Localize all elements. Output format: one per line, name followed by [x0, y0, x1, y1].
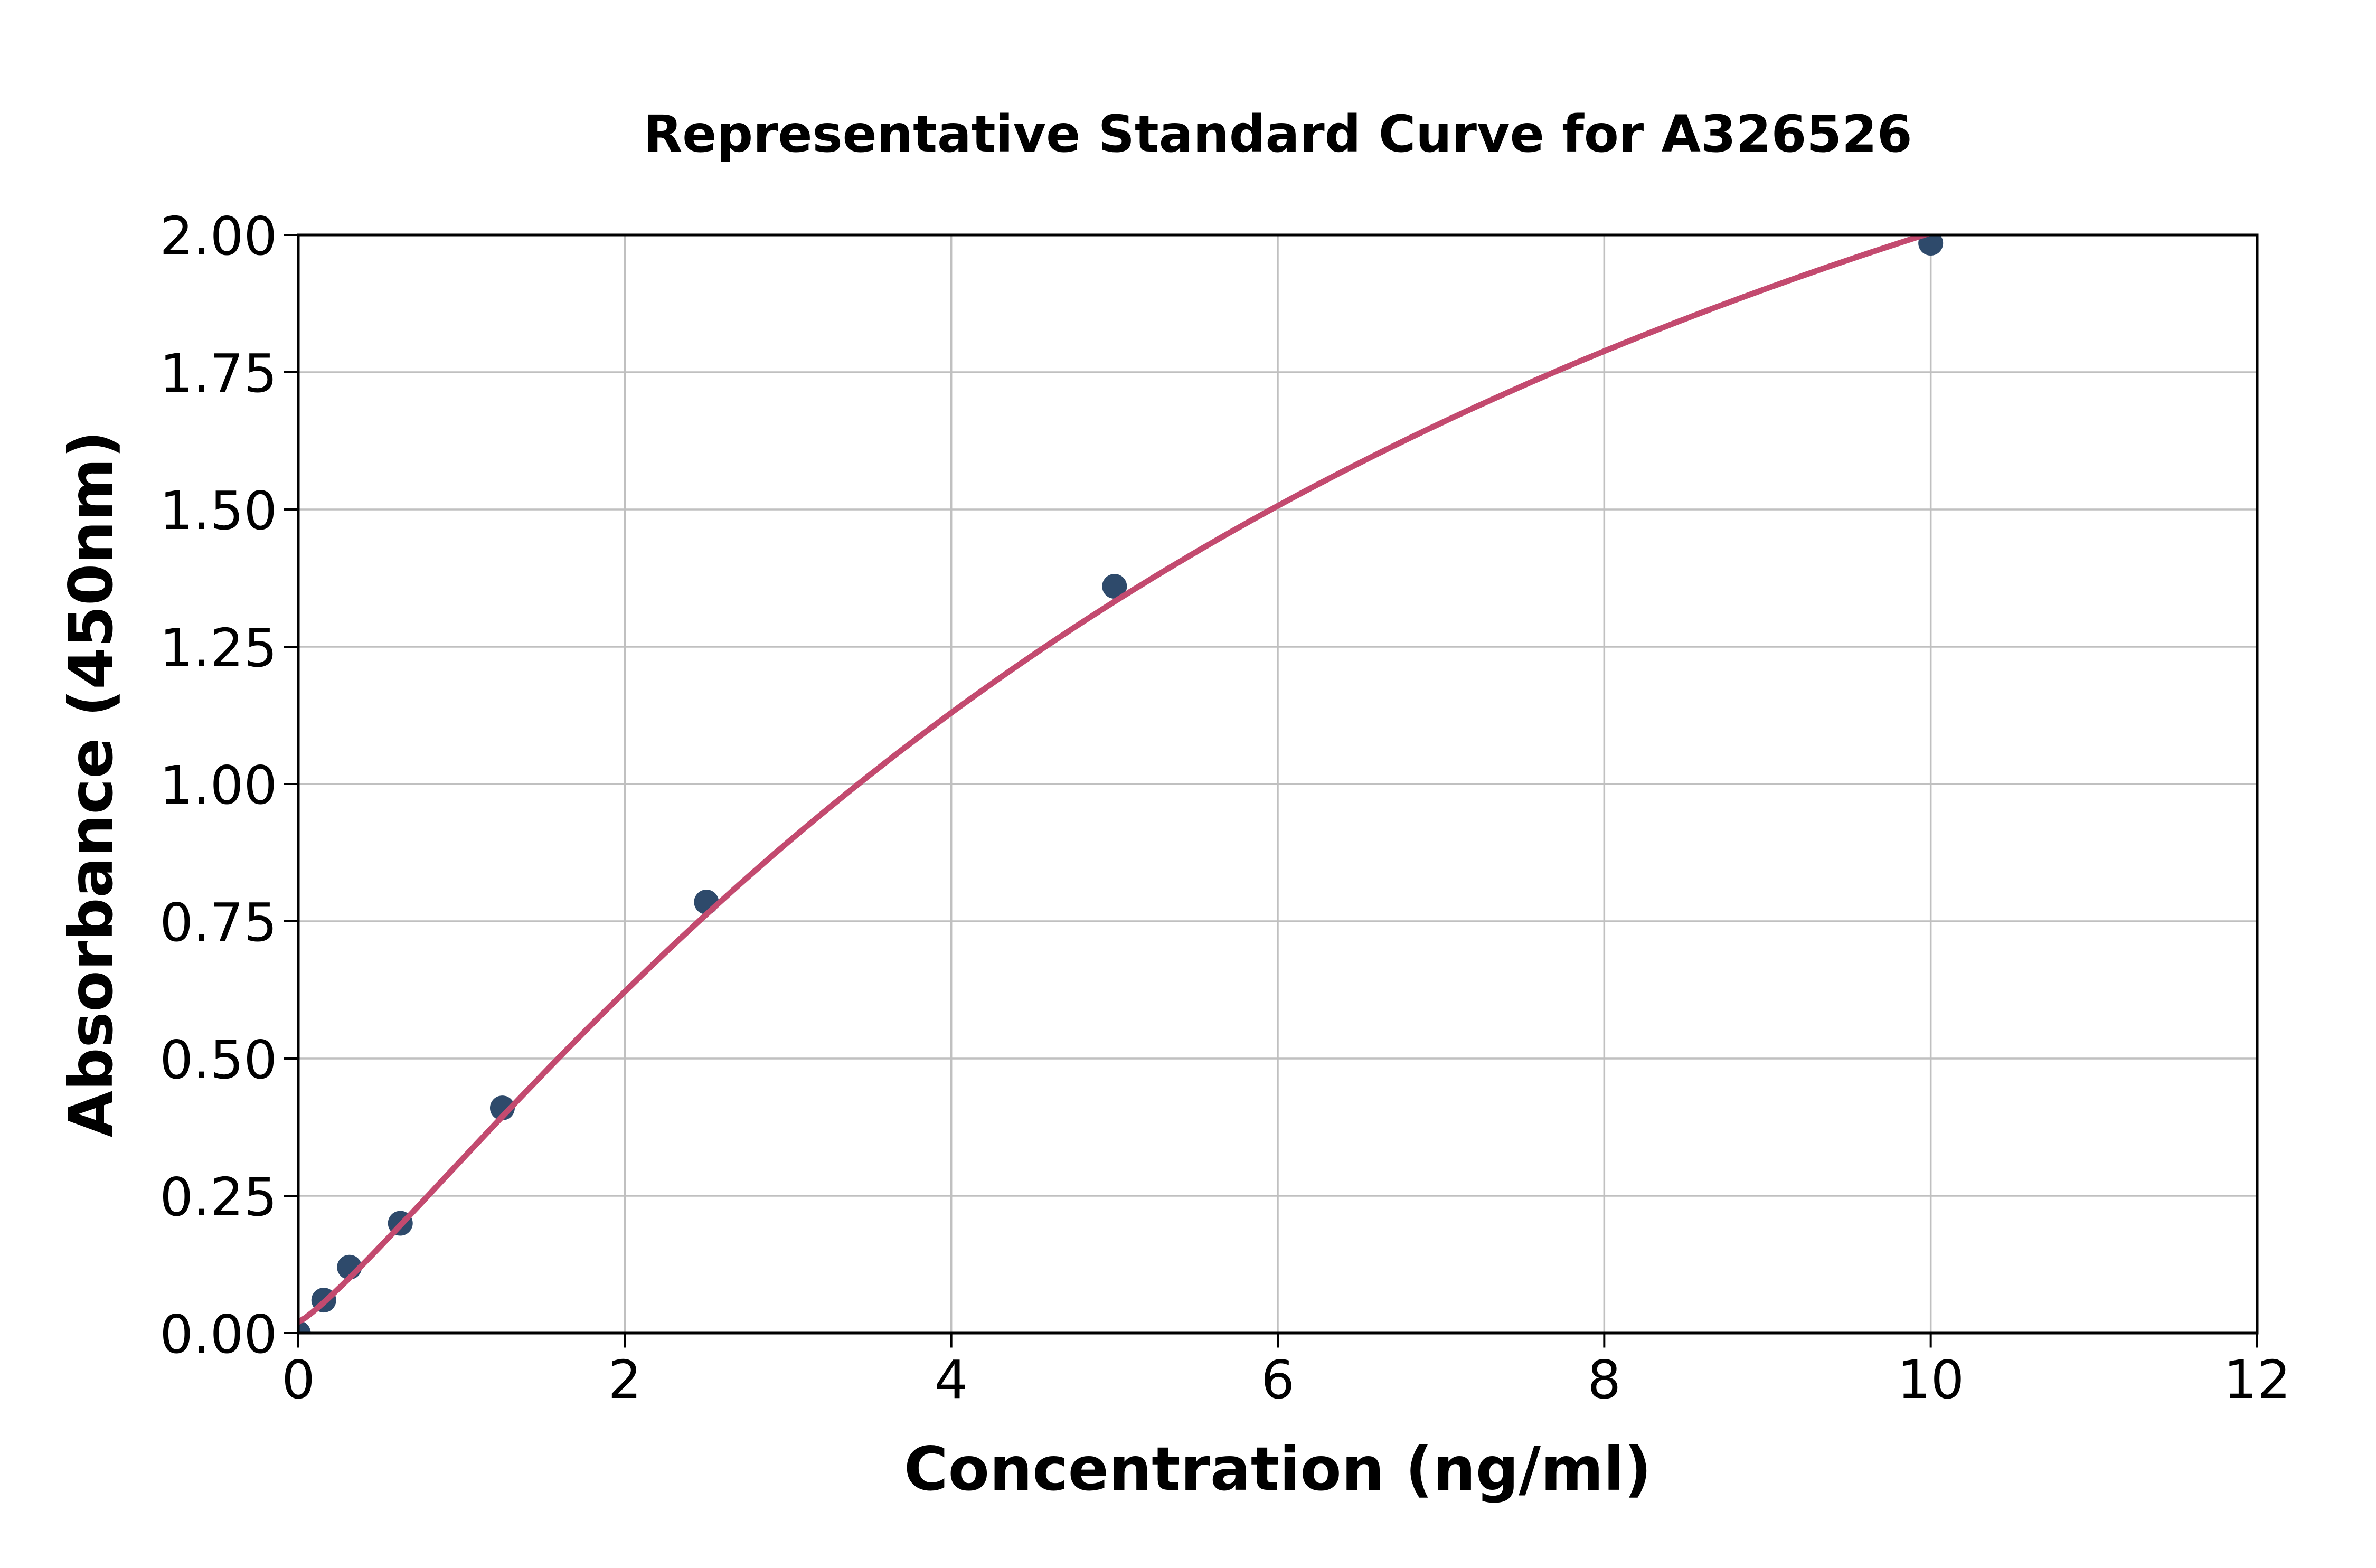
- y-tick-label: 1.75: [159, 343, 277, 404]
- x-tick-label: 10: [1897, 1349, 1964, 1411]
- y-tick-label: 1.00: [159, 754, 277, 816]
- y-tick-label: 2.00: [159, 205, 277, 267]
- axis-ticks: [284, 234, 2258, 1348]
- data-point: [1918, 235, 1944, 256]
- y-tick-label: 1.50: [159, 480, 277, 542]
- x-tick-label: 4: [935, 1349, 968, 1411]
- y-tick-label: 0.75: [159, 892, 277, 953]
- y-tick-label: 0.00: [159, 1303, 277, 1365]
- x-axis-label: Concentration (ng/ml): [904, 1434, 1652, 1504]
- fit-curve: [298, 235, 1933, 1325]
- data-point: [1102, 574, 1127, 599]
- plotted-data: [298, 235, 1944, 1333]
- axes-spines: [297, 233, 2259, 1335]
- tick-labels: 0 2 4 6 8 10 12 0.00 0.25 0.50 0.75 1.00 1.25 1.50 1.7…: [159, 205, 2290, 1411]
- data-point: [298, 1320, 311, 1333]
- x-tick-label: 8: [1588, 1349, 1621, 1411]
- x-tick-label: 0: [281, 1349, 315, 1411]
- y-tick-label: 0.25: [159, 1166, 277, 1228]
- gridlines: [298, 235, 2257, 1333]
- x-tick-label: 6: [1261, 1349, 1295, 1411]
- chart-title: Representative Standard Curve for A32652…: [643, 105, 1912, 164]
- y-tick-label: 1.25: [159, 617, 277, 679]
- y-axis-label: Absorbance (450nm): [56, 431, 126, 1138]
- x-tick-label: 2: [608, 1349, 642, 1411]
- y-tick-label: 0.50: [159, 1029, 277, 1091]
- x-tick-label: 12: [2223, 1349, 2290, 1411]
- plot-border: [297, 233, 2259, 1335]
